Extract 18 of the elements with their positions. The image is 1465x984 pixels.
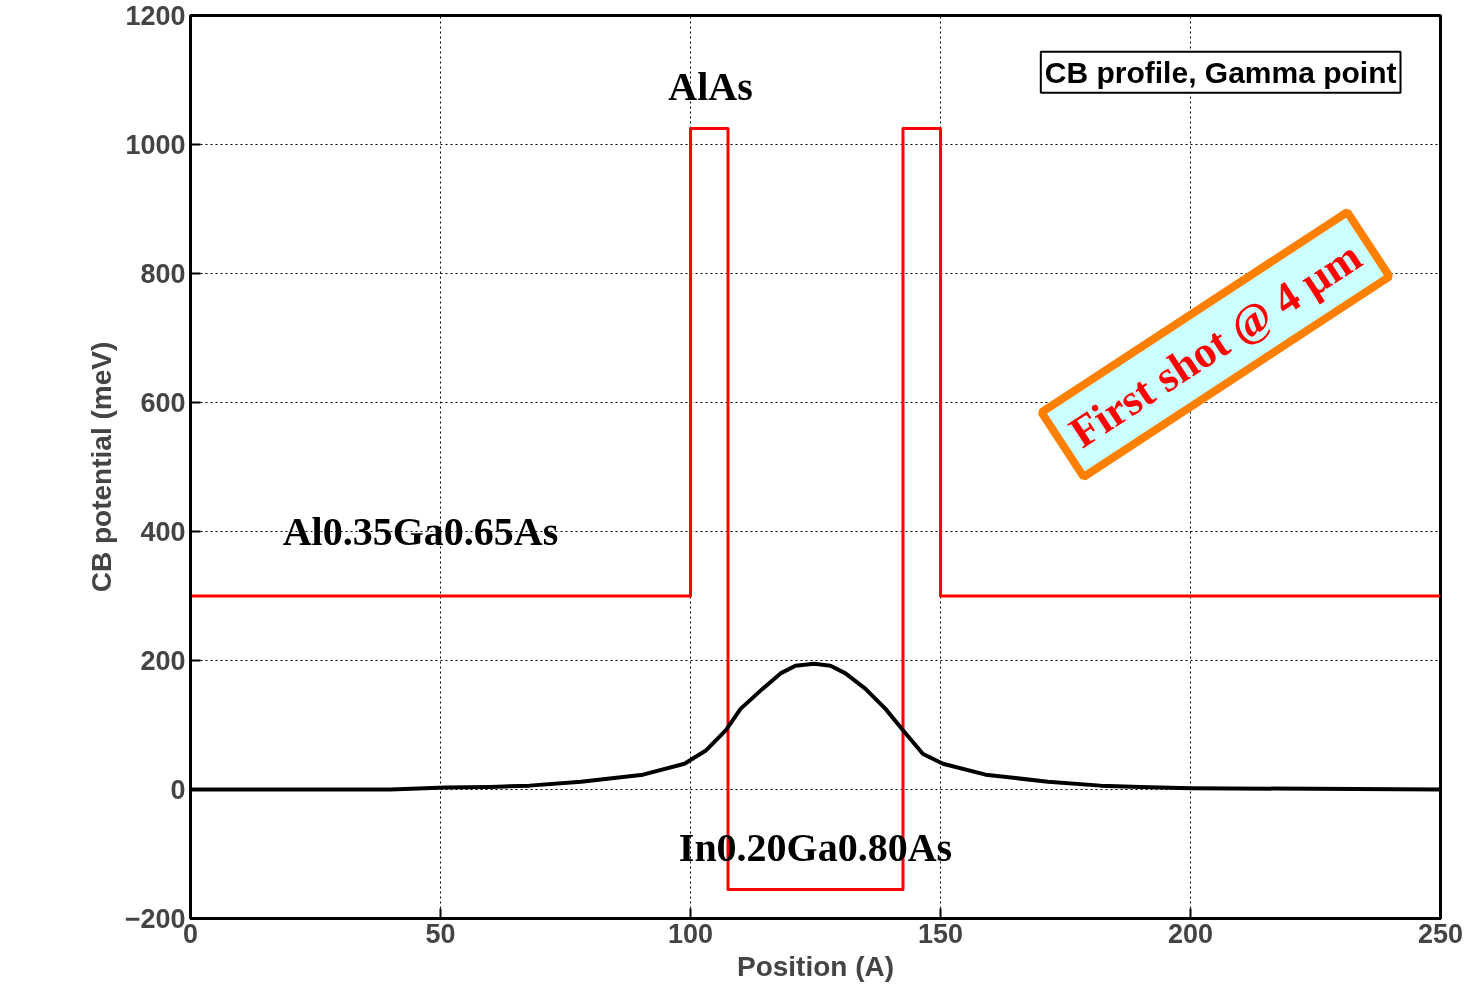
y-tick-label: 1000 xyxy=(125,130,186,160)
y-axis-title: CB potential (meV) xyxy=(85,341,117,593)
x-tick-label: 200 xyxy=(1167,918,1214,949)
x-axis-title: Position (A) xyxy=(736,950,895,982)
y-tick-label: 200 xyxy=(140,646,186,676)
x-tick-label: 50 xyxy=(425,918,456,949)
y-tick-label: 600 xyxy=(140,388,186,418)
x-tick-label: 150 xyxy=(917,918,964,949)
y-tick-label: 0 xyxy=(170,775,186,805)
annotation: First shot @ 4 µm xyxy=(1060,231,1371,458)
x-tick-label: 100 xyxy=(667,918,714,949)
x-tick-label: 250 xyxy=(1417,918,1464,949)
annotation: Al0.35Ga0.65As xyxy=(282,509,559,554)
annotation: AlAs xyxy=(668,63,753,109)
y-tick-label: 800 xyxy=(140,259,186,289)
y-tick-label: 400 xyxy=(140,517,186,547)
annotation: CB profile, Gamma point xyxy=(1044,55,1397,89)
y-tick-label: 1200 xyxy=(125,1,186,31)
